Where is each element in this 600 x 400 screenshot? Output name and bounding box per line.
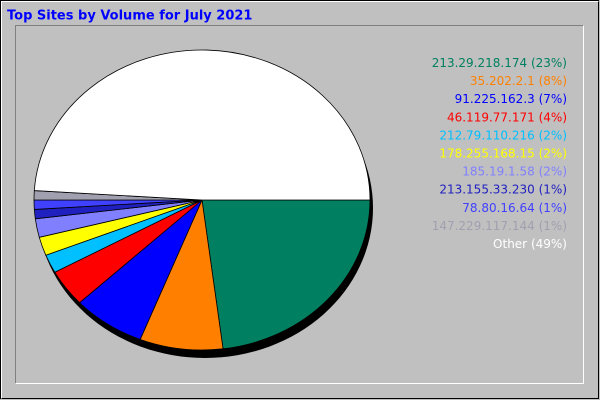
legend-name: 185.19.1.58 — [462, 164, 535, 178]
legend-entry: 78.80.16.64 (1%) — [462, 200, 567, 214]
legend-name: 91.225.162.3 — [455, 92, 535, 106]
pie — [33, 49, 373, 358]
legend-percent: (4%) — [539, 110, 567, 124]
legend-entry: 213.29.218.174 (23%) — [432, 56, 567, 70]
legend-percent: (2%) — [539, 164, 567, 178]
legend-name: 78.80.16.64 — [462, 200, 535, 214]
chart-title: Top Sites by Volume for July 2021 — [7, 9, 252, 24]
legend-name: 212.79.110.216 — [439, 128, 534, 142]
legend-entry: 46.119.77.171 (4%) — [447, 110, 567, 124]
legend-entry: Other (49%) — [493, 237, 567, 251]
legend-percent: (1%) — [539, 182, 567, 196]
legend-name: 178.255.168.15 — [439, 146, 534, 160]
legend-name: 46.119.77.171 — [447, 110, 535, 124]
pie-slice — [201, 199, 371, 350]
legend-entry: 147.229.117.144 (1%) — [432, 218, 567, 232]
legend-name: Other — [493, 237, 527, 251]
legend-entry: 185.19.1.58 (2%) — [462, 164, 567, 178]
legend-percent: (49%) — [531, 237, 567, 251]
panel-light — [15, 25, 584, 384]
legend-percent: (1%) — [539, 218, 567, 232]
legend-entry: 91.225.162.3 (7%) — [455, 92, 567, 106]
legend-percent: (1%) — [539, 200, 567, 214]
legend-entry: 35.202.2.1 (8%) — [470, 74, 567, 88]
legend-percent: (7%) — [539, 92, 567, 106]
legend-entry: 212.79.110.216 (2%) — [439, 128, 567, 142]
panel-shadow — [15, 25, 584, 384]
legend-name: 35.202.2.1 — [470, 74, 535, 88]
legend-percent: (23%) — [531, 56, 567, 70]
legend-entry: 213.155.33.230 (1%) — [439, 182, 567, 196]
legend-name: 213.29.218.174 — [432, 56, 527, 70]
legend-percent: (2%) — [539, 146, 567, 160]
pie-slice — [33, 49, 371, 201]
legend-percent: (2%) — [539, 128, 567, 142]
legend-percent: (8%) — [539, 74, 567, 88]
legend: 213.29.218.174 (23%) 35.202.2.1 (8%) 91.22… — [432, 56, 567, 251]
legend-name: 147.229.117.144 — [432, 218, 535, 232]
legend-name: 213.155.33.230 — [439, 182, 534, 196]
legend-entry: 178.255.168.15 (2%) — [439, 146, 567, 160]
